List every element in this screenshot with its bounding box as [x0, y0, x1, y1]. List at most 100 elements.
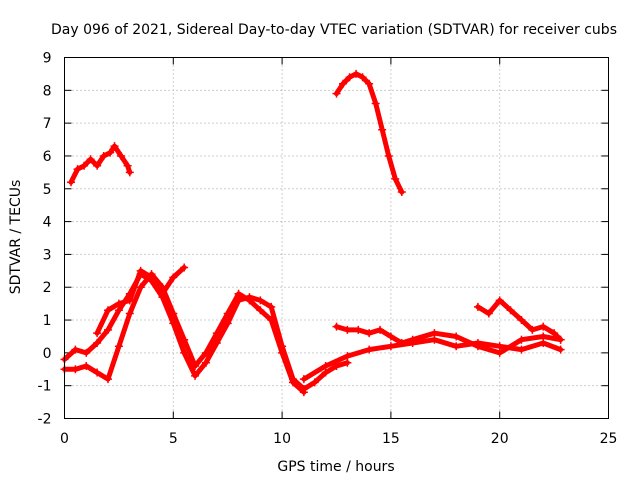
- data-point: [80, 161, 89, 170]
- data-point: [136, 283, 145, 292]
- data-point: [556, 345, 565, 354]
- data-point: [473, 302, 482, 311]
- y-tick-label: 5: [43, 182, 52, 198]
- data-point: [110, 142, 119, 151]
- data-point: [408, 335, 417, 344]
- data-point: [332, 89, 341, 98]
- y-axis-ticks: -2 -1 0 1 2 3 4 5 6 7 8 9: [38, 51, 609, 428]
- x-tick-label: 25: [600, 431, 618, 447]
- data-point: [430, 329, 439, 338]
- x-tick-label: 0: [60, 431, 69, 447]
- data-point: [114, 342, 123, 351]
- data-point: [125, 309, 134, 318]
- data-point: [384, 151, 393, 160]
- y-tick-label: 8: [43, 83, 52, 99]
- data-point: [125, 296, 134, 305]
- data-point: [539, 332, 548, 341]
- y-tick-label: 4: [43, 215, 52, 231]
- data-point: [267, 316, 276, 325]
- y-tick-label: 3: [43, 247, 52, 263]
- data-point: [391, 174, 400, 183]
- data-point: [332, 322, 341, 331]
- data-point: [86, 155, 95, 164]
- x-axis-label: GPS time / hours: [277, 459, 394, 475]
- data-point: [365, 329, 374, 338]
- data-point: [201, 358, 210, 367]
- data-point: [106, 148, 115, 157]
- data-point: [397, 188, 406, 197]
- data-point: [93, 329, 102, 338]
- data-point: [452, 332, 461, 341]
- data-point: [517, 316, 526, 325]
- data-point: [180, 348, 189, 357]
- data-point: [136, 266, 145, 275]
- data-point: [201, 348, 210, 357]
- data-point: [365, 79, 374, 88]
- data-point: [93, 339, 102, 348]
- data-point: [517, 335, 526, 344]
- data-point: [371, 99, 380, 108]
- data-point: [354, 325, 363, 334]
- data-point: [376, 325, 385, 334]
- chart-title: Day 096 of 2021, Sidereal Day-to-day VTE…: [51, 22, 617, 38]
- data-point: [147, 273, 156, 282]
- x-axis-ticks: 0 5 10 15 20 25: [60, 57, 618, 447]
- data-point: [321, 361, 330, 370]
- y-tick-label: 9: [43, 51, 52, 67]
- data-point: [506, 306, 515, 315]
- data-point: [191, 371, 200, 380]
- data-point: [386, 342, 395, 351]
- data-point: [339, 79, 348, 88]
- data-point: [517, 345, 526, 354]
- data-point: [378, 125, 387, 134]
- data-point: [397, 339, 406, 348]
- y-axis-label: SDTVAR / TECUs: [8, 180, 24, 295]
- grid: [64, 57, 609, 419]
- data-point: [93, 368, 102, 377]
- y-tick-label: 0: [43, 346, 52, 362]
- data-point: [234, 289, 243, 298]
- y-tick-label: 1: [43, 313, 52, 329]
- data-point: [180, 263, 189, 272]
- x-tick-label: 20: [491, 431, 509, 447]
- data-point: [169, 273, 178, 282]
- series-arc-1: [67, 142, 134, 187]
- y-tick-label: -1: [38, 379, 52, 395]
- data-point: [82, 348, 91, 357]
- data-point: [256, 306, 265, 315]
- series-arc-7: [332, 322, 565, 357]
- data-point: [452, 342, 461, 351]
- data-point: [484, 309, 493, 318]
- data-point: [180, 335, 189, 344]
- data-point: [191, 361, 200, 370]
- data-point: [288, 378, 297, 387]
- data-point: [212, 329, 221, 338]
- data-point: [278, 348, 287, 357]
- series-trace: [68, 143, 133, 185]
- x-tick-label: 15: [382, 431, 400, 447]
- plot-frame: [64, 57, 609, 419]
- data-point: [345, 73, 354, 82]
- data-point: [310, 378, 319, 387]
- data-point: [73, 165, 82, 174]
- data-point: [82, 361, 91, 370]
- series-arc-2: [332, 69, 406, 197]
- series-arc-8: [473, 296, 565, 344]
- y-tick-label: 7: [43, 116, 52, 132]
- data-point: [169, 309, 178, 318]
- series-trace: [62, 271, 350, 392]
- data-point: [93, 161, 102, 170]
- data-point: [104, 375, 113, 384]
- data-point: [550, 329, 559, 338]
- data-point: [104, 306, 113, 315]
- data-point: [528, 325, 537, 334]
- data-point: [223, 309, 232, 318]
- data-point: [114, 299, 123, 308]
- data-point: [473, 342, 482, 351]
- series-trace: [334, 71, 405, 195]
- data-point: [299, 375, 308, 384]
- data-point: [343, 352, 352, 361]
- data-point: [256, 296, 265, 305]
- data-point: [495, 296, 504, 305]
